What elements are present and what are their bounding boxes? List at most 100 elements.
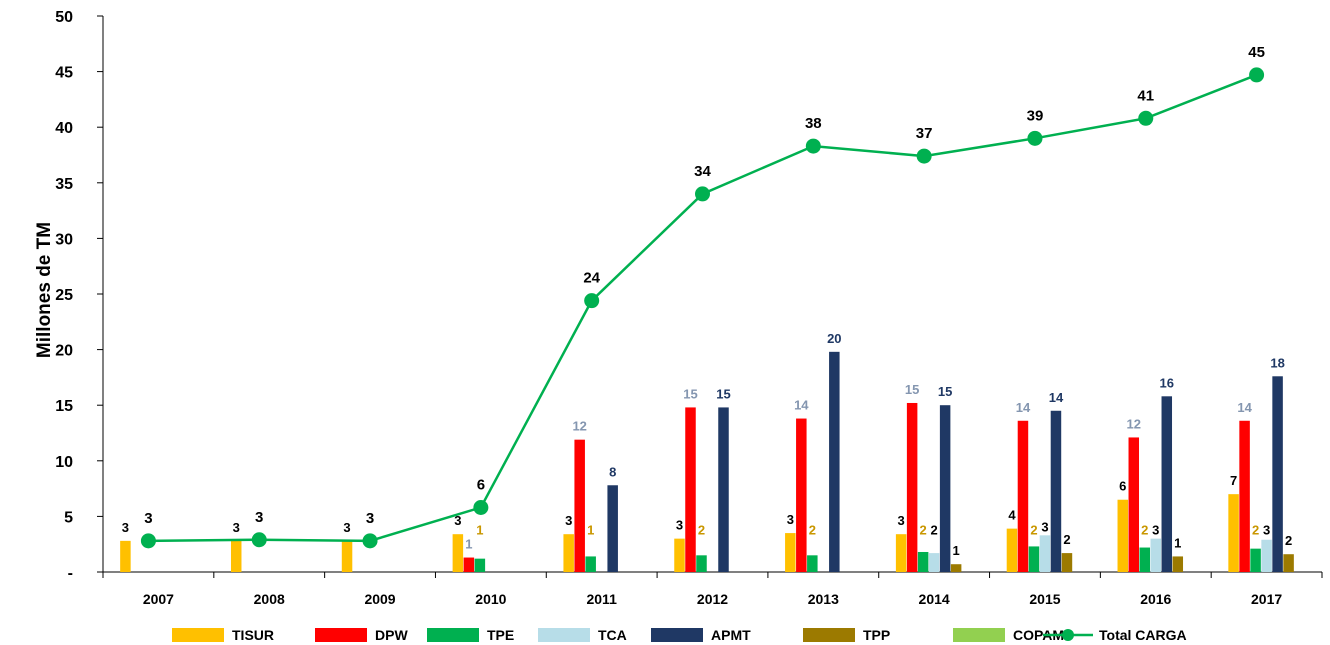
y-tick-label: 45 <box>55 65 73 82</box>
bar-tpp-2017 <box>1283 554 1294 572</box>
legend-label-tpe: TPE <box>487 627 514 643</box>
data-label-apmt: 15 <box>716 386 730 401</box>
bar-tisur-2015 <box>1006 528 1018 572</box>
bar-apmt-2012 <box>718 407 729 572</box>
data-label-apmt: 15 <box>938 384 952 399</box>
data-label-tpe: 2 <box>809 523 816 538</box>
legend-swatch-tpe <box>427 628 479 642</box>
data-label-tisur: 3 <box>898 513 905 528</box>
total-carga-point-2015 <box>1027 130 1043 146</box>
legend-label-dpw: DPW <box>375 627 408 643</box>
bars <box>120 351 1294 572</box>
data-label-apmt: 14 <box>1049 390 1064 405</box>
total-carga-point-2013 <box>805 138 821 154</box>
total-carga-label: 24 <box>583 270 600 287</box>
y-tick-label: 35 <box>55 176 73 193</box>
y-tick-label: 20 <box>55 343 73 360</box>
total-carga-label: 39 <box>1027 107 1044 124</box>
legend-swatch-tisur <box>172 628 224 642</box>
y-tick-label: 25 <box>55 287 73 304</box>
y-tick-label: 5 <box>64 509 73 526</box>
data-label-tca: 3 <box>1152 523 1159 538</box>
bar-dpw-2012 <box>685 407 696 572</box>
bar-dpw-2016 <box>1128 437 1140 572</box>
data-label-tpe: 2 <box>1030 523 1037 538</box>
bar-tpp-2014 <box>950 564 962 572</box>
data-label-tisur: 3 <box>676 518 683 533</box>
total-carga-label: 38 <box>805 115 822 132</box>
bar-tca-2017 <box>1261 539 1272 572</box>
data-label-apmt: 18 <box>1270 355 1284 370</box>
total-carga-label: 3 <box>366 510 374 527</box>
data-label-tisur: 3 <box>343 520 350 535</box>
bar-tpe-2016 <box>1139 547 1151 572</box>
total-carga-label: 37 <box>916 125 933 142</box>
data-label-dpw: 15 <box>905 382 919 397</box>
data-label-tpe: 2 <box>1141 523 1148 538</box>
y-tick-label: 15 <box>55 398 73 415</box>
x-tick-label: 2017 <box>1251 591 1282 607</box>
total-carga-point-2009 <box>362 533 378 549</box>
data-label-tisur: 3 <box>787 512 794 527</box>
data-label-tpe: 2 <box>920 523 927 538</box>
data-label-dpw: 14 <box>794 398 809 413</box>
bar-tpe-2014 <box>917 551 929 572</box>
total-carga-point-2011 <box>584 293 600 309</box>
x-tick-label: 2016 <box>1140 591 1171 607</box>
bar-tca-2016 <box>1150 538 1162 572</box>
bar-apmt-2013 <box>829 351 840 572</box>
total-carga-label: 3 <box>144 510 152 527</box>
total-carga-point-2010 <box>473 500 489 516</box>
bar-dpw-2017 <box>1239 420 1250 572</box>
bar-tpe-2010 <box>474 558 486 572</box>
bar-apmt-2016 <box>1161 396 1173 572</box>
data-label-tpp: 1 <box>953 543 960 558</box>
bar-tisur-2008 <box>230 540 242 572</box>
data-label-tca: 3 <box>1263 523 1270 538</box>
total-carga-label: 45 <box>1248 44 1265 61</box>
data-label-dpw: 12 <box>572 419 586 434</box>
data-label-tpp: 1 <box>1174 535 1181 550</box>
y-axis-label: Millones de TM <box>34 222 55 358</box>
data-label-tpe: 2 <box>698 523 705 538</box>
total-line <box>140 67 1265 549</box>
total-carga-label: 34 <box>694 163 711 180</box>
data-label-tca: 3 <box>1041 519 1048 534</box>
bar-dpw-2015 <box>1017 420 1029 572</box>
bar-tisur-2017 <box>1228 494 1239 572</box>
bar-dpw-2014 <box>906 402 918 572</box>
bar-tisur-2010 <box>452 534 464 572</box>
legend-swatch-dpw <box>315 628 367 642</box>
data-label-tca: 2 <box>931 523 938 538</box>
bar-tisur-2012 <box>674 538 685 572</box>
total-carga-label: 3 <box>255 509 263 526</box>
legend-swatch-tpp <box>803 628 855 642</box>
data-label-tisur: 3 <box>233 520 240 535</box>
bar-tca-2014 <box>928 553 940 572</box>
total-carga-point-2016 <box>1138 110 1154 126</box>
y-tick-label: - <box>68 565 73 582</box>
data-label-apmt: 16 <box>1160 375 1174 390</box>
data-label-dpw: 14 <box>1016 400 1031 415</box>
bar-tpe-2017 <box>1250 548 1261 572</box>
data-label-tpe: 2 <box>1252 523 1259 538</box>
data-label-tisur: 6 <box>1119 479 1126 494</box>
bar-dpw-2010 <box>463 557 475 572</box>
legend: TISUR DPW TPE TCA APMT TPP COPAM Total CARGA <box>172 627 1187 643</box>
data-label-tisur: 3 <box>122 520 129 535</box>
legend-label-copam: COPAM <box>1013 627 1064 643</box>
legend-label-tpp: TPP <box>863 627 890 643</box>
bar-tpe-2015 <box>1028 546 1040 572</box>
data-label-tpe: 1 <box>476 523 483 538</box>
bar-tpe-2012 <box>696 555 707 572</box>
data-label-tpp: 2 <box>1285 533 1292 548</box>
data-label-tpe: 1 <box>587 523 594 538</box>
bar-tisur-2007 <box>120 540 131 572</box>
x-tick-label: 2009 <box>364 591 395 607</box>
data-label-dpw: 14 <box>1237 400 1252 415</box>
bar-tca-2015 <box>1039 535 1051 572</box>
data-label-apmt: 8 <box>609 464 616 479</box>
legend-label-apmt: APMT <box>711 627 751 643</box>
